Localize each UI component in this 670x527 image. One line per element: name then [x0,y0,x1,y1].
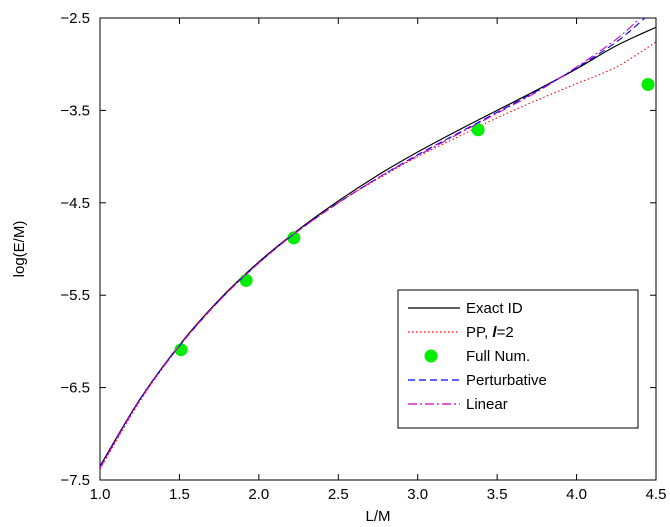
legend-label: Exact ID [466,300,523,317]
legend-label-text: Exact ID [466,300,523,317]
x-tick-label: 1.0 [90,486,111,503]
legend-label: Full Num. [466,348,530,365]
full-num-point [239,273,253,287]
legend-box [397,289,639,429]
x-tick-label: 1.5 [169,486,190,503]
x-axis-label: L/M [365,508,390,525]
series-layer [100,18,656,470]
legend-label-text: PP, [466,324,492,341]
y-tick-label: −2.5 [60,10,90,27]
legend-label-italic: l [492,324,497,341]
x-tick-label: 3.0 [407,486,428,503]
legend: Exact ID PP, l=2 Full Num. Perturbative Line… [397,289,639,429]
x-tick-label: 2.5 [328,486,349,503]
legend-label: Perturbative [466,372,547,389]
full-num-point [641,78,655,92]
full-num-point [471,123,485,137]
y-tick-label: −5.5 [60,287,90,304]
series-line-4 [100,18,641,469]
x-tick-label: 2.0 [248,486,269,503]
legend-label-suffix: =2 [497,324,514,341]
y-tick-label: −3.5 [60,102,90,119]
legend-label: PP, l=2 [466,324,514,341]
legend-label-text: Perturbative [466,372,547,389]
legend-marker [424,349,438,363]
x-tick-label: 4.0 [566,486,587,503]
legend-label-text: Linear [466,396,508,413]
legend-label-text: Full Num. [466,348,530,365]
tick-labels: 1.0 1.5 2.0 2.5 3.0 3.5 4.0 4.5 −7.5 −6.5 −5.5 −4.5… [60,10,666,503]
x-tick-label: 4.5 [646,486,667,503]
y-axis-label: log(E/M) [11,221,28,278]
x-tick-label: 3.5 [487,486,508,503]
full-num-point [287,231,301,245]
y-tick-label: −6.5 [60,380,90,397]
y-tick-label: −4.5 [60,195,90,212]
axis-ticks [99,17,657,481]
full-num-point [174,343,188,357]
y-tick-label: −7.5 [60,472,90,489]
legend-label: Linear [466,396,508,413]
